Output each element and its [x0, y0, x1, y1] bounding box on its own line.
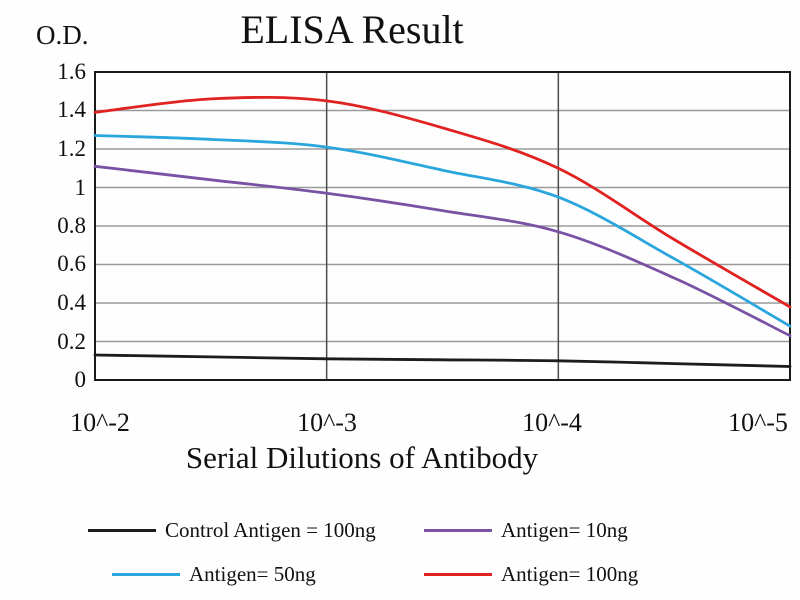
y-tick-label: 0: [74, 367, 87, 392]
y-tick-label: 1.4: [57, 97, 86, 122]
y-axis-label: O.D.: [36, 20, 89, 50]
legend-item: Control Antigen = 100ng: [88, 518, 376, 543]
y-tick-label: 0.2: [57, 329, 86, 354]
y-tick-label: 0.8: [57, 213, 86, 238]
x-tick-label: 10^-5: [728, 408, 788, 437]
x-tick-label: 10^-2: [70, 408, 130, 437]
y-tick-label: 1.2: [57, 136, 86, 161]
legend-line-swatch-control: [88, 529, 156, 532]
legend-label: Antigen= 100ng: [501, 562, 639, 586]
y-tick-label: 0.6: [57, 251, 86, 276]
legend-label: Antigen= 50ng: [189, 562, 316, 586]
x-axis-label: Serial Dilutions of Antibody: [185, 440, 539, 475]
legend-line-swatch-10ng: [424, 529, 492, 532]
y-tick-label: 1.6: [57, 59, 86, 84]
legend-line-swatch-50ng: [112, 573, 180, 576]
x-tick-label: 10^-3: [297, 408, 357, 437]
legend-line-swatch-100ng: [424, 573, 492, 576]
legend-item: Antigen= 100ng: [424, 562, 638, 587]
x-tick-label: 10^-4: [522, 408, 582, 437]
legend-label: Antigen= 10ng: [501, 518, 628, 542]
chart-title: ELISA Result: [240, 7, 464, 52]
y-tick-label: 0.4: [57, 290, 86, 315]
legend-item: Antigen= 10ng: [424, 518, 628, 543]
legend-item: Antigen= 50ng: [112, 562, 316, 587]
y-tick-label: 1: [74, 175, 87, 200]
legend-label: Control Antigen = 100ng: [165, 518, 376, 542]
